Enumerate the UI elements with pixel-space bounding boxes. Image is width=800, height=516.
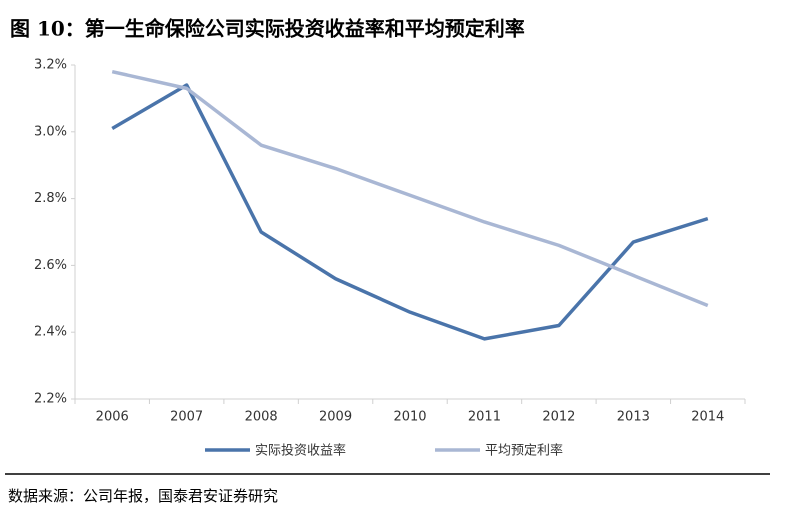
y-tick-label: 3.2%: [34, 58, 67, 73]
x-tick-label: 2006: [96, 410, 129, 425]
data-line: [111, 83, 709, 341]
y-tick-label: 3.0%: [34, 124, 67, 139]
y-tick-label: 2.4%: [34, 325, 67, 340]
x-tick-label: 2014: [691, 410, 724, 425]
x-tick-label: 2007: [170, 410, 203, 425]
y-tick-label: 2.8%: [34, 191, 67, 206]
legend-label: 平均预定利率: [485, 443, 563, 459]
legend-label: 实际投资收益率: [255, 443, 346, 459]
x-tick-label: 2012: [542, 410, 575, 425]
x-tick-label: 2008: [245, 410, 278, 425]
y-tick-label: 2.2%: [34, 392, 67, 407]
chart-title: 图 10：第一生命保险公司实际投资收益率和平均预定利率: [10, 17, 525, 41]
x-tick-label: 2013: [617, 410, 650, 425]
source-note: 数据来源：公司年报，国泰君安证券研究: [8, 487, 278, 505]
x-tick-label: 2010: [393, 410, 426, 425]
data-line: [111, 69, 709, 308]
x-tick-label: 2009: [319, 410, 352, 425]
x-tick-label: 2011: [468, 410, 501, 425]
y-tick-label: 2.6%: [34, 258, 67, 273]
